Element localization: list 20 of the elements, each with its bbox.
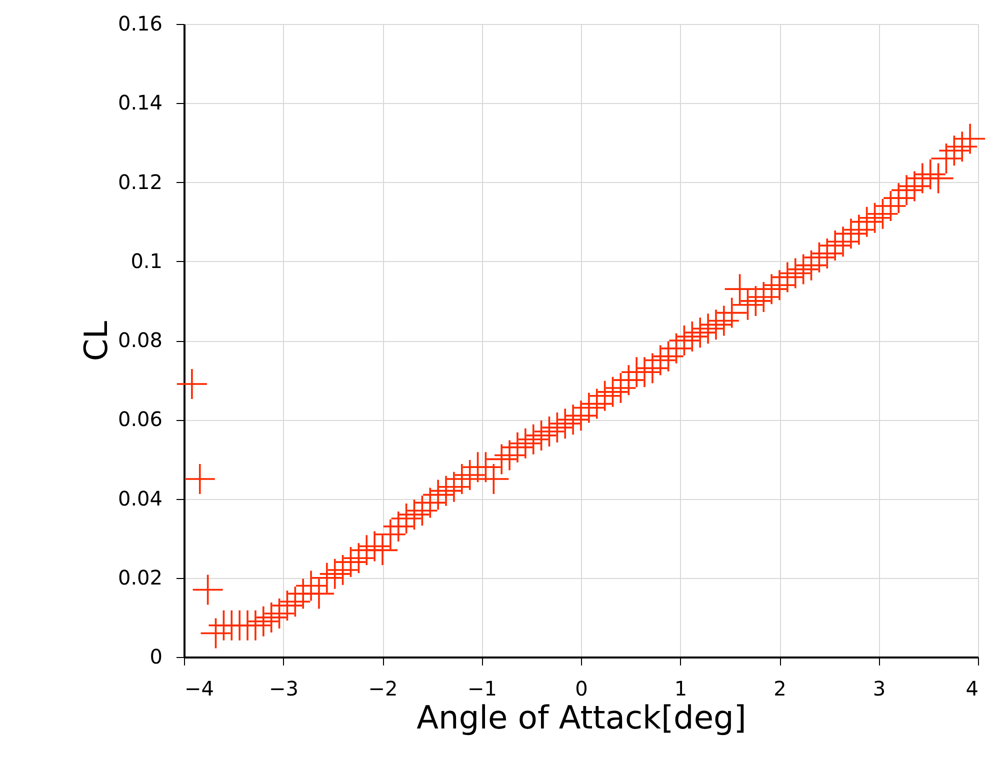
y-tick-label: 0.14 xyxy=(118,90,162,115)
x-tick-label: −2 xyxy=(368,676,398,700)
y-tick-label: 0 xyxy=(150,644,162,668)
y-tick-label: 0.04 xyxy=(118,486,162,510)
y-tick-label: 0.16 xyxy=(118,12,162,36)
x-tick-label: 4 xyxy=(966,676,978,700)
y-tick-label: 0.06 xyxy=(118,407,162,432)
x-tick-label: 2 xyxy=(774,676,786,700)
x-tick-label: 0 xyxy=(575,676,588,700)
y-tick-label: 0.08 xyxy=(118,328,162,352)
y-tick-label: 0.1 xyxy=(130,248,162,273)
x-tick-label: 3 xyxy=(872,676,886,700)
y-tick-label: 0.02 xyxy=(118,565,162,590)
x-tick-label: −3 xyxy=(269,676,298,700)
y-tick-label: 0.12 xyxy=(118,170,162,194)
x-tick-label: −1 xyxy=(468,676,497,700)
x-axis-title: Angle of Attack[deg] xyxy=(416,698,746,736)
x-tick-label: −4 xyxy=(184,676,214,700)
y-axis-title: CL xyxy=(76,320,115,362)
x-tick-label: 1 xyxy=(674,676,688,700)
